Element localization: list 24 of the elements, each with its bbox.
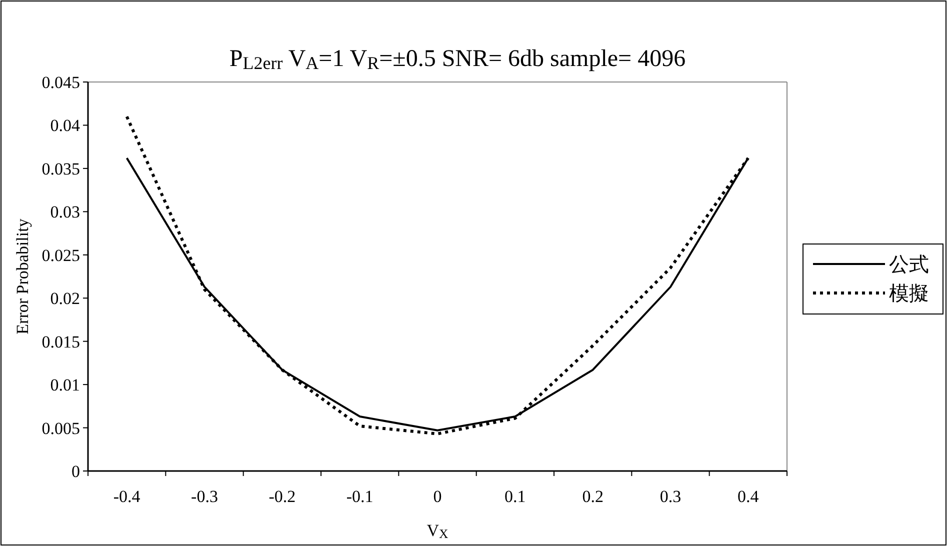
y-tick-label: 0.02 xyxy=(50,289,80,308)
x-tick-label: -0.4 xyxy=(113,487,141,506)
y-tick-label: 0.035 xyxy=(42,159,80,178)
y-tick-label: 0.005 xyxy=(42,418,80,438)
x-tick-label: -0.3 xyxy=(191,487,218,506)
y-tick-label: 0 xyxy=(72,462,80,481)
x-axis-title: V$_{X}$ xyxy=(426,521,448,541)
x-tick-label: -0.1 xyxy=(346,487,374,506)
x-tick-label: 0.1 xyxy=(504,487,526,506)
chart-title: P$_{L2err}$ V$_{A}$=1 V$_{R}$=±0.5 SNR= 6db sample= 4096 xyxy=(229,46,686,73)
legend-label: 模擬 xyxy=(889,283,929,305)
x-tick-label: 0.3 xyxy=(660,487,682,506)
y-tick-label: 0.03 xyxy=(50,202,80,222)
x-tick-label: 0.2 xyxy=(582,487,604,506)
y-tick-label: 0.04 xyxy=(50,116,80,136)
y-tick-label: 0.045 xyxy=(42,73,80,92)
legend-label: 公式 xyxy=(889,254,929,276)
y-tick-label: 0.01 xyxy=(50,376,80,395)
y-tick-label: 0.025 xyxy=(42,246,80,265)
y-axis-title: Error Probability xyxy=(13,218,32,334)
x-tick-label: 0 xyxy=(433,487,442,506)
x-tick-label: -0.2 xyxy=(268,487,296,506)
y-tick-label: 0.015 xyxy=(42,332,80,352)
x-tick-label: 0.4 xyxy=(738,487,760,506)
